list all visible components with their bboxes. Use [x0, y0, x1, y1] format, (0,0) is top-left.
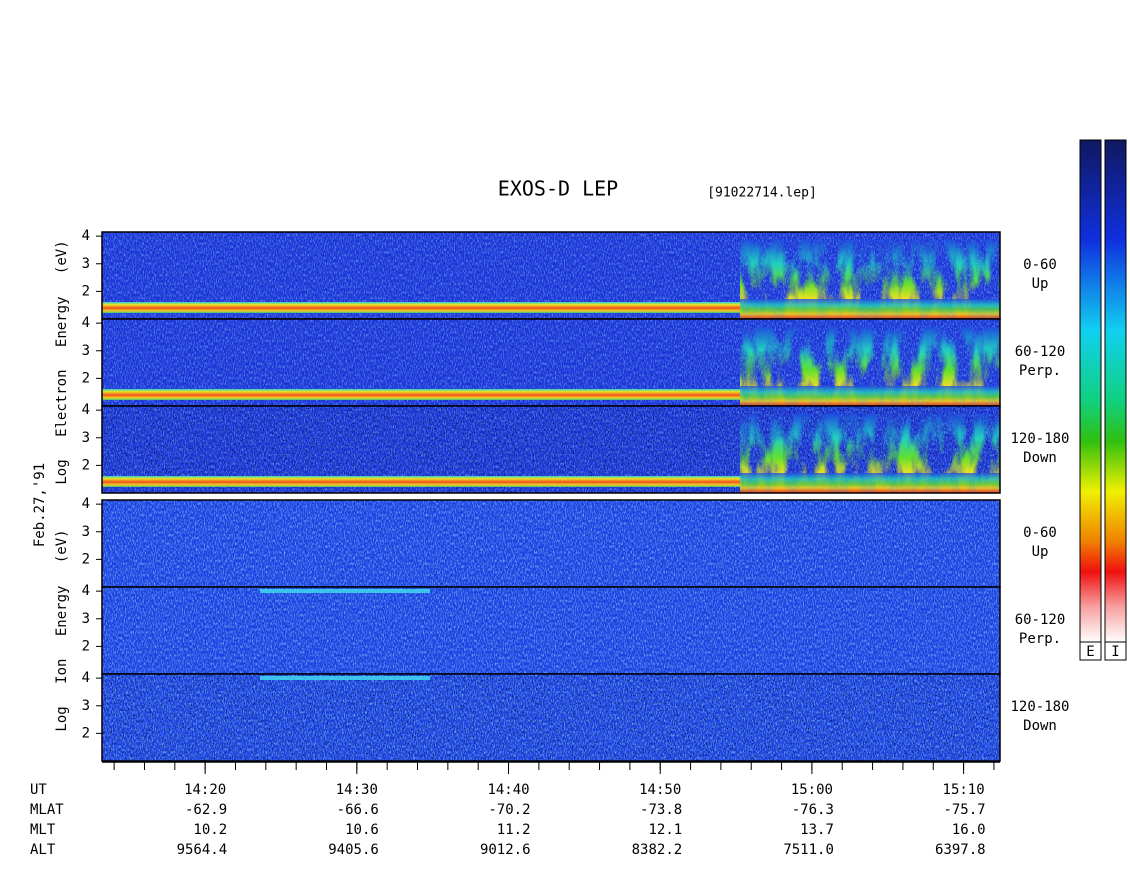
row-value: 12.1: [648, 822, 682, 838]
angle-label: 120-180: [1010, 699, 1069, 715]
low-energy-band: [102, 302, 742, 313]
row-value: -62.9: [185, 802, 227, 818]
direction-label: Perp.: [1019, 363, 1061, 379]
colorbar: [1079, 139, 1102, 643]
y-tick-label: 4: [82, 402, 90, 418]
direction-label: Up: [1032, 276, 1049, 292]
y-tick-label: 2: [82, 638, 90, 654]
panel-noise: [102, 587, 1000, 674]
row-value: 13.7: [800, 822, 834, 838]
row-value: 9564.4: [177, 842, 228, 858]
row-label: ALT: [30, 842, 56, 858]
row-value: -70.2: [488, 802, 530, 818]
colorbar-label: E: [1086, 644, 1094, 660]
colorbar-label: I: [1111, 644, 1119, 660]
file-name: [91022714.lep]: [707, 186, 817, 201]
y-tick-label: 3: [82, 611, 90, 627]
y-axis-label: Log Ion Energy (eV): [54, 529, 70, 731]
row-label: MLT: [30, 822, 56, 838]
direction-label: Perp.: [1019, 631, 1061, 647]
x-tick-label: 14:30: [336, 782, 378, 798]
x-tick-label: 14:40: [487, 782, 529, 798]
x-tick-label: 14:50: [639, 782, 681, 798]
y-tick-label: 4: [82, 670, 90, 686]
panel-dropouts: [102, 674, 1000, 761]
colorbar: [1104, 139, 1127, 643]
low-energy-band: [102, 476, 742, 487]
row-value: 6397.8: [935, 842, 986, 858]
y-tick-label: 2: [82, 283, 90, 299]
angle-label: 60-120: [1015, 612, 1066, 628]
colorbar-label-box: [1104, 641, 1127, 661]
burst-floor: [740, 299, 1000, 319]
ion-line: [260, 676, 430, 680]
x-tick-label: 15:10: [943, 782, 985, 798]
panel-frame: [101, 405, 1001, 494]
y-tick-label: 4: [82, 583, 90, 599]
row-value: -73.8: [640, 802, 682, 818]
row-value: -75.7: [943, 802, 985, 818]
row-value: -76.3: [792, 802, 834, 818]
y-tick-label: 2: [82, 370, 90, 386]
title: EXOS-D LEP: [498, 177, 618, 201]
burst-floor: [740, 473, 1000, 493]
colorbar-label-box: [1079, 641, 1102, 661]
row-value: 9012.6: [480, 842, 531, 858]
row-label: UT: [30, 782, 47, 798]
low-energy-band: [102, 389, 742, 400]
y-tick-label: 3: [82, 256, 90, 272]
y-tick-label: 3: [82, 698, 90, 714]
direction-label: Down: [1023, 450, 1057, 466]
row-value: 7511.0: [783, 842, 834, 858]
panel-frame: [101, 673, 1001, 762]
y-tick-label: 2: [82, 457, 90, 473]
y-tick-label: 2: [82, 725, 90, 741]
burst-floor: [740, 386, 1000, 406]
y-tick-label: 3: [82, 430, 90, 446]
angle-label: 0-60: [1023, 525, 1057, 541]
row-value: -66.6: [337, 802, 379, 818]
row-label: MLAT: [30, 802, 64, 818]
x-tick-label: 15:00: [791, 782, 833, 798]
y-tick-label: 4: [82, 315, 90, 331]
row-value: 8382.2: [632, 842, 683, 858]
y-tick-label: 3: [82, 524, 90, 540]
date-label: Feb.27,'91: [32, 463, 48, 547]
y-tick-label: 4: [82, 496, 90, 512]
row-value: 9405.6: [328, 842, 379, 858]
y-axis-label: Log Electron Energy (eV): [54, 240, 70, 484]
x-tick-label: 14:20: [184, 782, 226, 798]
direction-label: Up: [1032, 544, 1049, 560]
y-tick-label: 2: [82, 551, 90, 567]
direction-label: Down: [1023, 718, 1057, 734]
y-tick-label: 3: [82, 343, 90, 359]
row-value: 16.0: [952, 822, 986, 838]
row-value: 11.2: [497, 822, 531, 838]
angle-label: 120-180: [1010, 431, 1069, 447]
angle-label: 60-120: [1015, 344, 1066, 360]
row-value: 10.6: [345, 822, 379, 838]
y-tick-label: 4: [82, 228, 90, 244]
ion-line: [260, 589, 430, 593]
row-value: 10.2: [193, 822, 227, 838]
panel-noise: [102, 500, 1000, 587]
angle-label: 0-60: [1023, 257, 1057, 273]
